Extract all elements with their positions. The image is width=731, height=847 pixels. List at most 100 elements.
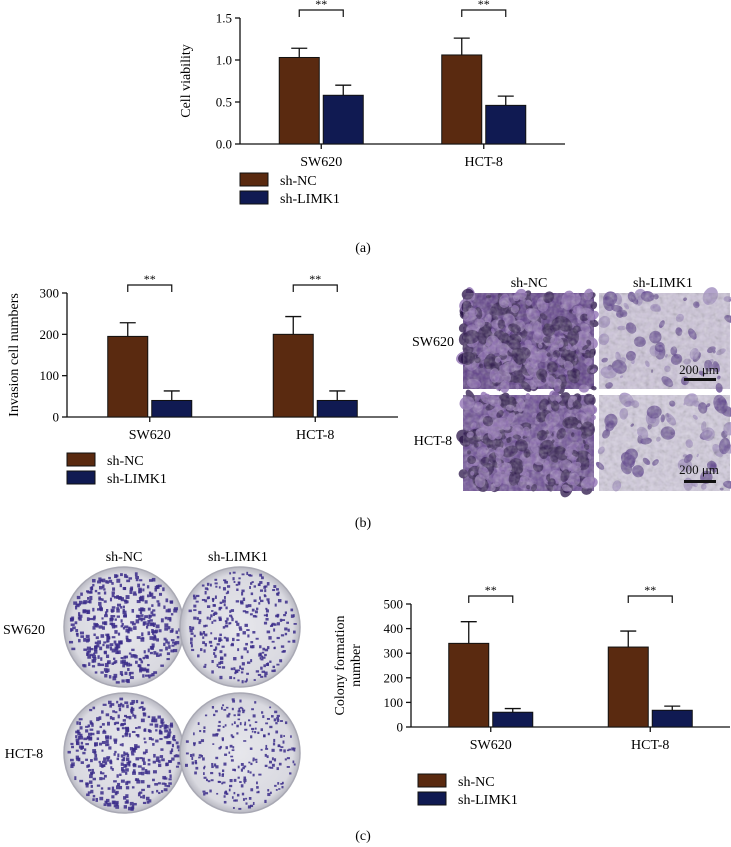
colony xyxy=(135,727,138,730)
colony xyxy=(144,771,148,774)
colony xyxy=(280,734,283,738)
chart-a: 0.0 0.5 1.0 1.5 Cell viability SW620 ** HCT-8 **… xyxy=(179,0,565,207)
colony xyxy=(217,725,221,727)
micrograph-panel: sh-NC sh-LIMK1 SW620 HCT-8 200 μm 200 μm xyxy=(412,276,731,498)
y-tick-label: 100 xyxy=(384,695,404,710)
colony xyxy=(149,723,154,726)
colony xyxy=(229,784,233,788)
micrograph-hct8-sh-limk1: 200 μm xyxy=(595,392,731,492)
colony xyxy=(189,629,193,633)
colony xyxy=(263,621,268,625)
colony xyxy=(85,634,90,639)
colony xyxy=(92,607,95,612)
colony xyxy=(170,649,175,653)
colony xyxy=(244,721,247,725)
colony xyxy=(276,716,280,720)
colony xyxy=(120,754,124,758)
colony xyxy=(255,637,259,640)
colony xyxy=(99,725,103,729)
colony xyxy=(233,677,236,680)
colony xyxy=(117,753,120,758)
colony xyxy=(273,669,276,672)
colony xyxy=(109,715,113,720)
colony xyxy=(231,617,234,622)
colony xyxy=(135,699,139,704)
colony xyxy=(85,743,89,746)
colony xyxy=(163,736,168,739)
x-tick-label: SW620 xyxy=(300,155,342,170)
colony xyxy=(151,790,154,794)
colony xyxy=(138,706,141,709)
colony xyxy=(172,736,175,741)
colony xyxy=(97,662,101,667)
colony xyxy=(172,734,176,739)
colony xyxy=(111,606,116,609)
colony xyxy=(113,722,117,726)
colony xyxy=(114,750,117,754)
colony xyxy=(230,755,234,758)
colony xyxy=(139,609,143,614)
colony xyxy=(241,792,245,796)
colony xyxy=(210,779,214,782)
colony xyxy=(146,623,150,627)
colony xyxy=(125,764,128,768)
colony xyxy=(229,614,233,617)
colony xyxy=(78,721,82,726)
colony xyxy=(130,708,133,713)
colony xyxy=(265,744,268,749)
colony xyxy=(224,620,228,623)
colony xyxy=(231,707,234,711)
colony xyxy=(233,721,236,725)
colony xyxy=(252,773,255,777)
colony xyxy=(85,725,89,728)
colony xyxy=(119,743,122,746)
colony xyxy=(70,742,74,745)
colony xyxy=(175,741,179,745)
panel-label-c: (c) xyxy=(355,829,371,844)
colony xyxy=(223,596,226,599)
colony xyxy=(278,788,281,790)
colony xyxy=(163,637,167,641)
colony xyxy=(135,614,140,618)
y-tick-label: 0 xyxy=(397,720,404,735)
scale-bar-label-1: 200 μm xyxy=(679,362,719,377)
colony xyxy=(166,658,170,661)
plate-hct8-sh-nc xyxy=(63,692,185,814)
colony xyxy=(205,792,209,795)
colony xyxy=(194,760,197,764)
colony xyxy=(211,670,214,674)
colony xyxy=(111,582,114,585)
colony xyxy=(215,710,218,713)
colony xyxy=(153,753,156,758)
colony xyxy=(77,757,81,762)
significance-bracket xyxy=(627,595,673,603)
colony xyxy=(145,796,150,801)
colony xyxy=(249,747,253,750)
colony xyxy=(93,757,98,761)
colony xyxy=(148,737,152,740)
colony xyxy=(247,719,251,722)
colony xyxy=(130,654,135,658)
y-tick-label: 0.5 xyxy=(216,95,232,110)
colony xyxy=(118,595,122,600)
colony xyxy=(125,716,130,719)
colony xyxy=(121,727,125,730)
colony xyxy=(244,728,248,731)
colony xyxy=(282,740,285,744)
colony xyxy=(139,579,143,582)
colony xyxy=(142,761,146,765)
colony xyxy=(125,575,129,579)
colony xyxy=(67,750,71,754)
colony xyxy=(276,622,280,626)
colony xyxy=(134,572,138,577)
colony xyxy=(114,574,118,579)
colony xyxy=(140,780,145,784)
colony xyxy=(125,757,130,762)
colony xyxy=(265,613,269,617)
colony xyxy=(111,795,115,799)
colony xyxy=(222,781,226,784)
colony xyxy=(219,633,222,637)
colony xyxy=(158,729,162,732)
significance-bracket xyxy=(292,284,338,292)
colony xyxy=(164,725,169,729)
